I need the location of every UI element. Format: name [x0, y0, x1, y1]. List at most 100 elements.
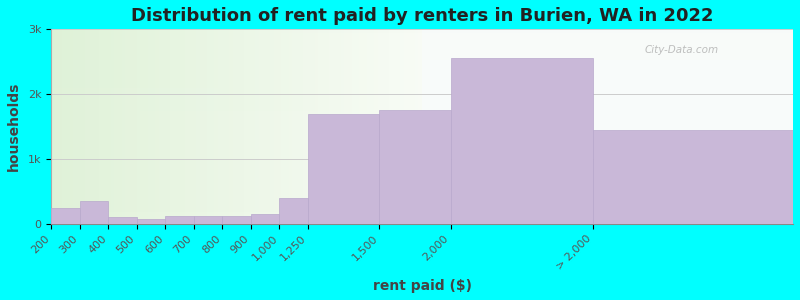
Bar	[51, 80, 793, 84]
Bar	[382, 29, 385, 224]
Bar	[414, 29, 418, 224]
Bar	[66, 29, 70, 224]
Bar	[51, 208, 80, 224]
Bar	[70, 29, 74, 224]
Bar	[300, 29, 303, 224]
Bar	[597, 29, 600, 224]
Bar	[129, 29, 133, 224]
Bar	[162, 29, 166, 224]
Bar	[450, 58, 594, 224]
Bar	[51, 52, 793, 56]
Bar	[51, 130, 793, 134]
Bar	[594, 130, 793, 224]
Bar	[434, 29, 437, 224]
Bar	[181, 29, 185, 224]
Bar	[185, 29, 189, 224]
Bar	[51, 56, 793, 60]
Bar	[51, 37, 793, 41]
Bar	[667, 29, 670, 224]
Bar	[51, 111, 793, 115]
Bar	[174, 29, 178, 224]
Bar	[296, 29, 300, 224]
Bar	[730, 29, 734, 224]
Bar	[663, 29, 667, 224]
Bar	[244, 29, 248, 224]
Bar	[51, 107, 793, 111]
Bar	[355, 29, 359, 224]
Bar	[314, 29, 318, 224]
Bar	[344, 29, 348, 224]
Bar	[248, 29, 251, 224]
Bar	[133, 29, 137, 224]
Bar	[459, 29, 463, 224]
Bar	[140, 29, 144, 224]
Bar	[51, 189, 793, 193]
Bar	[407, 29, 411, 224]
Bar	[170, 29, 174, 224]
Bar	[158, 29, 162, 224]
Bar	[137, 29, 140, 224]
Bar	[556, 29, 559, 224]
Bar	[51, 49, 793, 52]
Bar	[51, 197, 793, 201]
Bar	[641, 29, 645, 224]
Bar	[552, 29, 556, 224]
Bar	[270, 29, 274, 224]
Bar	[85, 29, 88, 224]
Bar	[51, 201, 793, 205]
Bar	[137, 219, 166, 224]
Bar	[411, 29, 414, 224]
Bar	[790, 29, 793, 224]
Bar	[251, 214, 279, 224]
Bar	[511, 29, 515, 224]
Bar	[77, 29, 81, 224]
Bar	[545, 29, 548, 224]
Bar	[210, 29, 214, 224]
Bar	[578, 29, 582, 224]
Bar	[604, 29, 608, 224]
Bar	[400, 29, 404, 224]
Bar	[752, 29, 756, 224]
Bar	[678, 29, 682, 224]
Text: City-Data.com: City-Data.com	[645, 45, 719, 55]
Bar	[51, 134, 793, 138]
Bar	[51, 162, 793, 166]
Bar	[611, 29, 615, 224]
Bar	[782, 29, 786, 224]
Bar	[470, 29, 474, 224]
Bar	[786, 29, 790, 224]
Bar	[166, 215, 194, 224]
Bar	[51, 166, 793, 170]
Bar	[51, 29, 793, 33]
Bar	[51, 45, 793, 49]
Bar	[51, 119, 793, 123]
Bar	[166, 29, 170, 224]
Bar	[518, 29, 522, 224]
Bar	[51, 169, 793, 173]
Bar	[311, 29, 314, 224]
Bar	[122, 29, 126, 224]
Bar	[333, 29, 337, 224]
Bar	[51, 64, 793, 68]
Bar	[222, 215, 251, 224]
Bar	[570, 29, 574, 224]
Bar	[348, 29, 352, 224]
Bar	[437, 29, 441, 224]
Bar	[51, 220, 793, 224]
Bar	[233, 29, 237, 224]
Bar	[110, 29, 114, 224]
Bar	[259, 29, 262, 224]
Bar	[559, 29, 563, 224]
Bar	[652, 29, 656, 224]
Bar	[51, 138, 793, 142]
Bar	[274, 29, 278, 224]
Bar	[194, 216, 222, 224]
Bar	[618, 29, 622, 224]
Bar	[697, 29, 700, 224]
Bar	[649, 29, 652, 224]
Bar	[341, 29, 344, 224]
Bar	[674, 29, 678, 224]
Bar	[496, 29, 500, 224]
Bar	[51, 68, 793, 72]
Bar	[51, 146, 793, 150]
